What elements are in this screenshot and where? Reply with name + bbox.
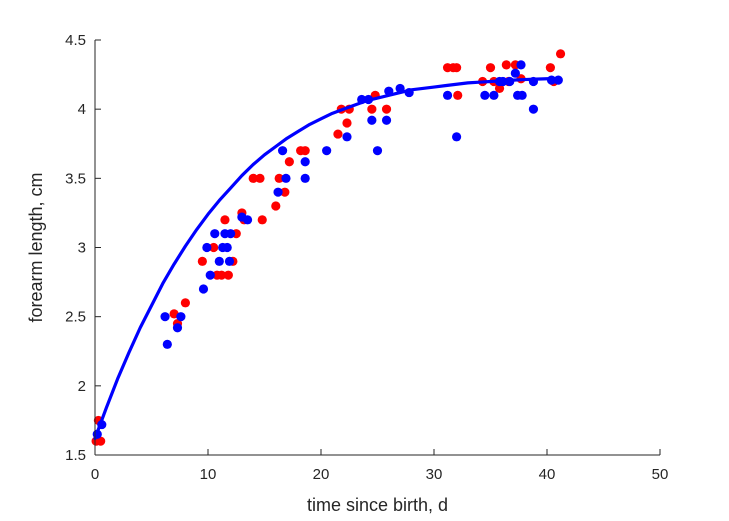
scatter-point-series1-2: [160, 312, 170, 322]
scatter-point-series1-40: [510, 68, 520, 78]
scatter-point-series0-39: [494, 83, 505, 94]
y-tick-label: 3.5: [65, 170, 86, 187]
scatter-point-series1-33: [442, 90, 453, 100]
scatter-point-series0-29: [367, 104, 377, 114]
y-tick-label: 3: [78, 240, 86, 257]
scatter-point-series1-19: [277, 146, 288, 156]
scatter-point-series1-3: [162, 339, 172, 349]
y-axis-label: forearm length, cm: [26, 172, 46, 322]
scatter-point-series1-8: [205, 270, 215, 280]
scatter-point-series1-15: [226, 229, 236, 239]
scatter-point-series0-27: [342, 118, 352, 128]
y-tick-label: 4: [78, 101, 86, 118]
x-tick-label: 30: [426, 466, 443, 483]
y-tick-label: 2: [78, 378, 86, 395]
scatter-point-series1-35: [480, 90, 490, 100]
x-tick-label: 40: [539, 466, 556, 483]
scatter-point-series1-17: [242, 215, 253, 225]
scatter-point-series0-7: [209, 242, 219, 253]
scatter-point-series0-6: [197, 256, 207, 266]
scatter-point-series0-22: [284, 157, 294, 167]
x-axis-label: time since birth, d: [307, 495, 448, 515]
scatter-point-series1-18: [273, 187, 283, 197]
scatter-point-series0-11: [223, 270, 233, 280]
fit-curve-line: [93, 76, 560, 440]
scatter-point-series1-36: [489, 90, 499, 100]
scatter-point-series1-34: [452, 132, 462, 142]
scatter-point-series0-18: [257, 215, 267, 225]
scatter-point-series0-34: [452, 63, 462, 73]
scatter-point-series0-24: [300, 146, 310, 156]
plot-area: [91, 49, 566, 446]
scatter-point-series0-37: [485, 63, 496, 73]
scatter-point-series1-20: [281, 173, 291, 183]
scatter-point-series1-43: [517, 90, 527, 100]
scatter-point-series0-10: [220, 215, 230, 225]
scatter-point-series0-16: [248, 173, 258, 183]
x-tick-label: 0: [91, 466, 99, 483]
scatter-point-series0-40: [501, 60, 511, 70]
scatter-point-series0-17: [255, 173, 265, 183]
y-tick-label: 1.5: [65, 447, 86, 464]
scatter-point-series1-29: [381, 115, 392, 125]
axes: 0 10 20 30 40 50 1.5 2 2.5 3 3.5 4 4.5: [65, 32, 668, 483]
scatter-point-series1-22: [300, 173, 310, 183]
scatter-point-series1-21: [300, 157, 310, 167]
scatter-point-series0-20: [274, 173, 284, 183]
scatter-point-series1-28: [372, 146, 383, 156]
x-tick-label: 50: [652, 466, 669, 483]
scatter-point-series0-21: [280, 187, 290, 197]
scatter-point-series0-2: [96, 436, 106, 446]
scatter-point-series1-4: [172, 323, 183, 333]
y-tick-label: 4.5: [65, 32, 86, 49]
x-tick-label: 10: [200, 466, 217, 483]
scatter-point-series0-19: [271, 201, 281, 211]
scatter-point-series1-24: [342, 132, 352, 142]
scatter-point-series1-6: [198, 284, 209, 294]
scatter-point-series0-9: [216, 270, 227, 280]
x-tick-label: 20: [313, 466, 330, 483]
scatter-point-series1-7: [202, 242, 212, 253]
scatter-point-series1-27: [367, 115, 377, 125]
scatter-point-series1-10: [214, 256, 224, 266]
y-tick-label: 2.5: [65, 309, 86, 326]
scatter-point-series0-25: [333, 129, 343, 139]
scatter-point-series1-9: [210, 229, 220, 239]
scatter-point-series0-35: [453, 90, 463, 100]
scatter-point-series1-14: [224, 256, 235, 266]
scatter-point-series0-5: [180, 298, 190, 308]
scatter-point-series1-42: [516, 60, 526, 70]
scatter-point-series1-45: [528, 104, 539, 114]
scatter-point-series1-23: [322, 146, 332, 156]
scatter-point-series1-13: [222, 242, 232, 253]
scatter-point-series1-5: [176, 312, 186, 322]
scatter-point-series0-44: [545, 63, 555, 73]
scatter-point-series0-46: [555, 49, 566, 59]
scatter-point-series0-31: [381, 104, 392, 114]
